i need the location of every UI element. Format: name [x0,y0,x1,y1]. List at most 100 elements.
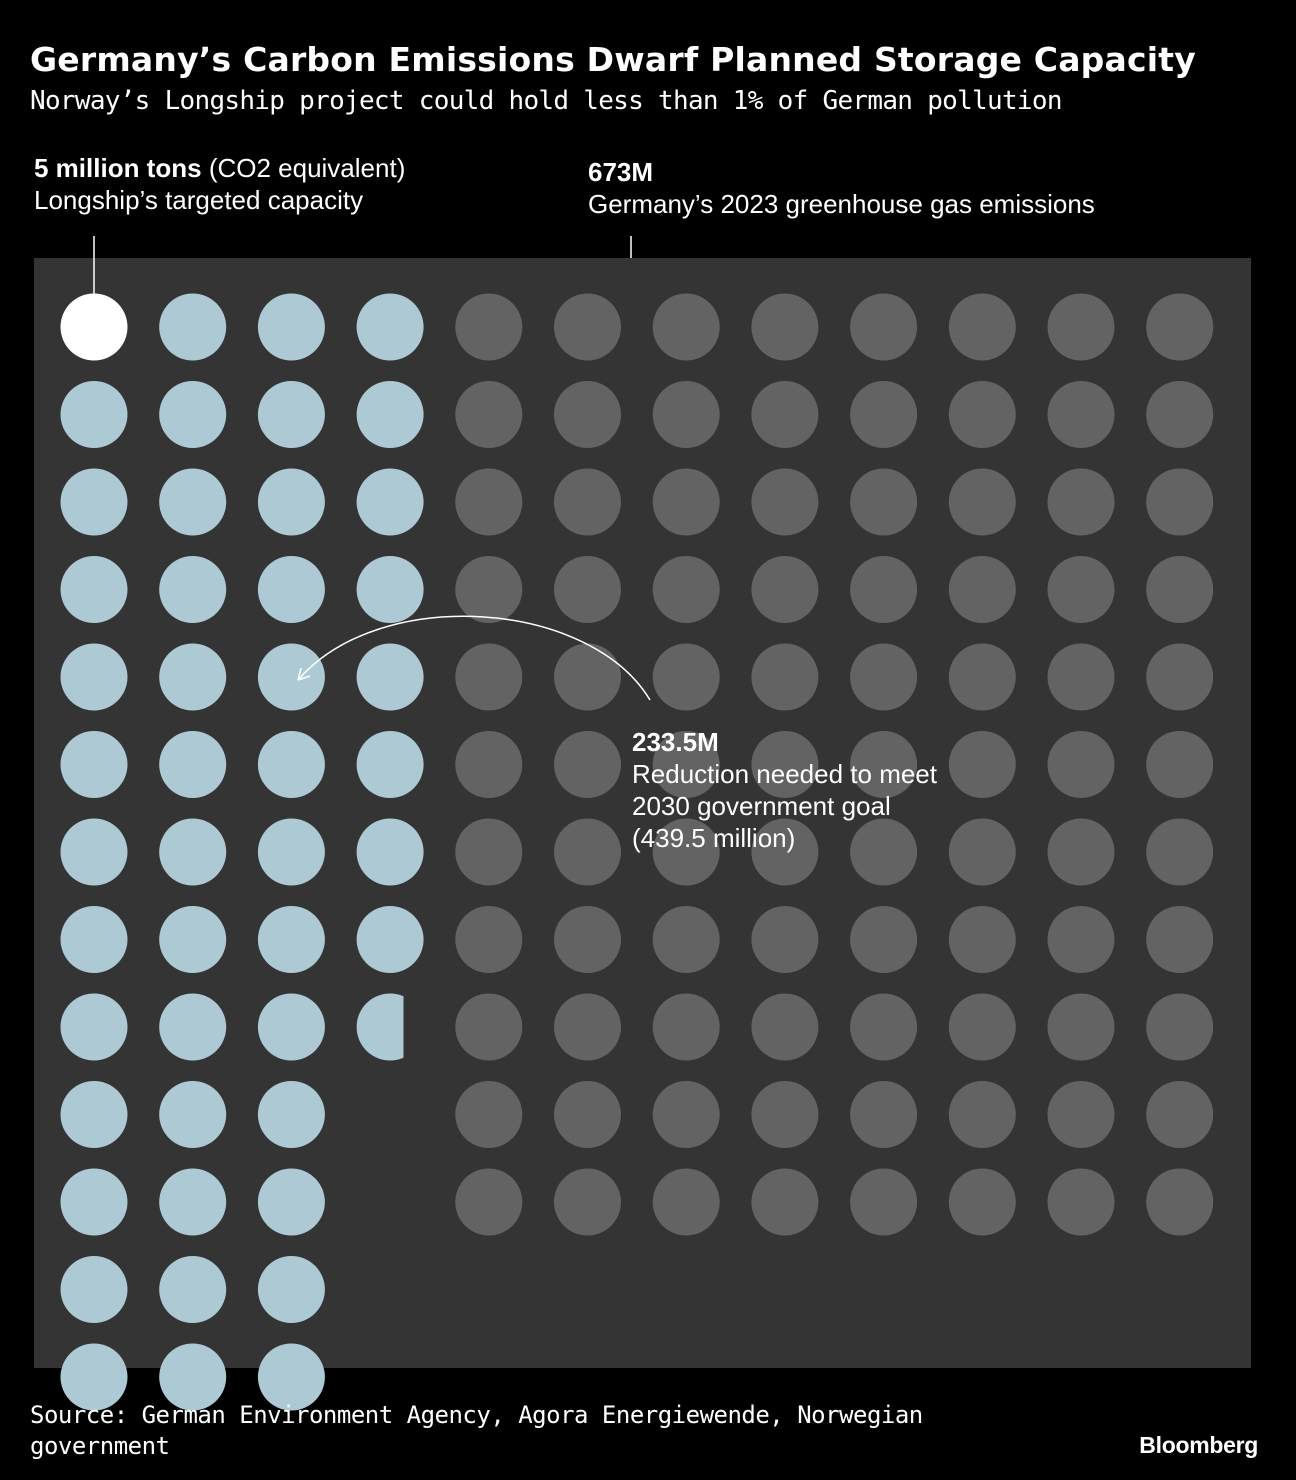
remaining-dot [751,1168,819,1236]
chart-title: Germany’s Carbon Emissions Dwarf Planned… [30,40,1196,79]
total-annotation: 673M Germany’s 2023 greenhouse gas emiss… [588,156,1095,220]
remaining-dot [652,1168,720,1236]
remaining-dot [751,993,819,1061]
reduction-dot [159,1343,227,1411]
remaining-dot [1146,381,1214,448]
remaining-dot [554,643,621,711]
reduction-dot [257,643,325,711]
remaining-dot [455,556,523,623]
reduction-dot [159,731,227,798]
reduction-dot [159,906,227,973]
remaining-dot [948,293,1016,361]
reduction-dot [356,643,424,711]
remaining-dot [1047,1081,1115,1148]
remaining-dot [850,731,918,798]
remaining-dot [455,1168,523,1236]
remaining-dot [652,643,720,711]
remaining-dot [948,468,1016,536]
remaining-dot [751,906,819,973]
reduction-dot [159,1081,227,1148]
total-label: Germany’s 2023 greenhouse gas emissions [588,189,1095,219]
remaining-dot [554,993,621,1061]
remaining-dot [554,1081,621,1148]
reduction-annotation: 233.5M Reduction needed to meet 2030 gov… [632,726,937,854]
remaining-dot [751,1081,819,1148]
reduction-dot [60,906,128,973]
reduction-dot [356,556,424,623]
remaining-dot [1047,556,1115,623]
remaining-dot [1047,731,1115,798]
remaining-dot [1047,818,1115,886]
reduction-dot [257,556,325,623]
reduction-dot [257,293,325,361]
remaining-dot [948,731,1016,798]
reduction-dot [356,731,424,798]
remaining-dot [1146,1081,1214,1148]
remaining-dot [948,381,1016,448]
remaining-dot [554,468,621,536]
remaining-dot [455,643,523,711]
remaining-dot [455,381,523,448]
longship-dot [60,293,128,361]
chart-panel [34,258,1251,1368]
reduction-dot [257,1256,325,1323]
remaining-dot [850,1081,918,1148]
remaining-dot [948,906,1016,973]
remaining-dot [455,993,523,1061]
reduction-dot [356,293,424,361]
reduction-arrow [297,615,651,701]
reduction-dot [60,993,128,1061]
longship-label: Longship’s targeted capacity [34,185,364,215]
reduction-dot [257,381,325,448]
reduction-arrowhead [297,667,311,681]
remaining-dot [1146,731,1214,798]
reduction-dot [257,993,325,1061]
reduction-partial-dot [356,993,404,1061]
remaining-dot [652,293,720,361]
reduction-dot [60,818,128,886]
remaining-dot [850,293,918,361]
reduction-dot [60,731,128,798]
remaining-dot [554,293,621,361]
reduction-dot [60,468,128,536]
remaining-dot [554,381,621,448]
remaining-dot [948,818,1016,886]
chart-subtitle: Norway’s Longship project could hold les… [30,86,1062,116]
remaining-dot [948,556,1016,623]
remaining-dot [1146,1168,1214,1236]
reduction-dot [60,1343,128,1411]
reduction-label-line-3: (439.5 million) [632,823,796,853]
remaining-dot [751,731,819,798]
remaining-dot [850,381,918,448]
reduction-dot [257,818,325,886]
remaining-dot [1047,643,1115,711]
remaining-dot [948,993,1016,1061]
longship-annotation: 5 million tons (CO2 equivalent) Longship… [34,152,405,216]
remaining-dot [455,906,523,973]
reduction-value: 233.5M [632,727,719,757]
remaining-dot [1146,993,1214,1061]
source-note: Source: German Environment Agency, Agora… [30,1401,923,1460]
reduction-label-line-2: 2030 government goal [632,791,891,821]
remaining-dot [652,993,720,1061]
remaining-dot [1047,1168,1115,1236]
remaining-dot [652,731,720,798]
reduction-dot [356,906,424,973]
remaining-dot [455,818,523,886]
reduction-dot [60,556,128,623]
reduction-dot [257,1168,325,1236]
remaining-dot [850,906,918,973]
remaining-dot [850,468,918,536]
remaining-dot [1146,643,1214,711]
reduction-dot [60,643,128,711]
remaining-dot [948,1168,1016,1236]
remaining-dot [554,556,621,623]
remaining-dot [751,468,819,536]
remaining-dot [652,468,720,536]
remaining-dot [948,643,1016,711]
remaining-dot [1047,468,1115,536]
reduction-label-line-1: Reduction needed to meet [632,759,937,789]
remaining-dot [652,1081,720,1148]
reduction-dot [159,1168,227,1236]
